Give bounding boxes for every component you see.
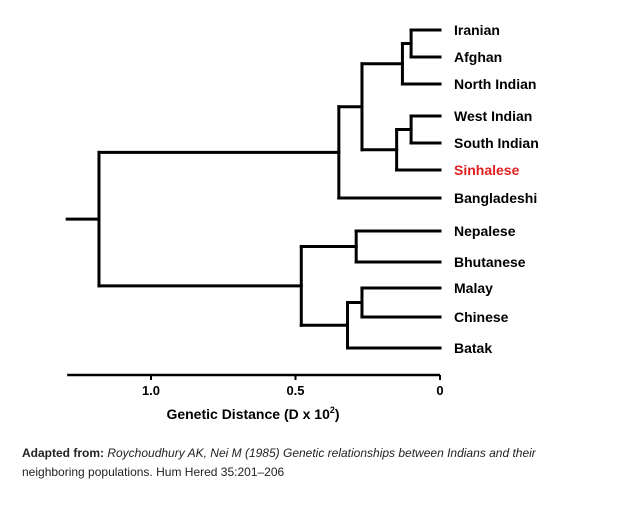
taxon-label: Iranian [454, 22, 500, 38]
taxon-label: North Indian [454, 76, 536, 92]
axis-tick-label: 1.0 [142, 383, 160, 398]
dendrogram-branches [65, 28, 442, 350]
taxon-label: Afghan [454, 49, 502, 65]
taxon-label: Nepalese [454, 223, 516, 239]
dendrogram: Iranian Afghan North Indian West Indian Sout… [65, 22, 539, 422]
distance-axis: 1.0 0.5 0 Genetic Distance (D x 102) [67, 373, 444, 422]
taxon-label: Sinhalese [454, 162, 520, 178]
taxon-label: Chinese [454, 309, 509, 325]
caption-prefix: Adapted from: [22, 446, 104, 460]
axis-ticks: 1.0 0.5 0 [142, 375, 444, 398]
taxon-label: Bhutanese [454, 254, 526, 270]
taxon-labels: Iranian Afghan North Indian West Indian Sout… [454, 22, 539, 356]
taxon-label: Batak [454, 340, 492, 356]
taxon-label: West Indian [454, 108, 532, 124]
caption-citation: Roychoudhury AK, Nei M (1985) Genetic re… [107, 446, 536, 460]
axis-tick-label: 0.5 [286, 383, 304, 398]
caption-rest: neighboring populations. Hum Hered 35:20… [22, 465, 285, 479]
taxon-label: Bangladeshi [454, 190, 537, 206]
citation-caption: Adapted from: Roychoudhury AK, Nei M (19… [22, 444, 622, 482]
axis-tick-label: 0 [436, 383, 443, 398]
taxon-label: South Indian [454, 135, 539, 151]
taxon-label: Malay [454, 280, 493, 296]
axis-title: Genetic Distance (D x 102) [166, 405, 339, 422]
